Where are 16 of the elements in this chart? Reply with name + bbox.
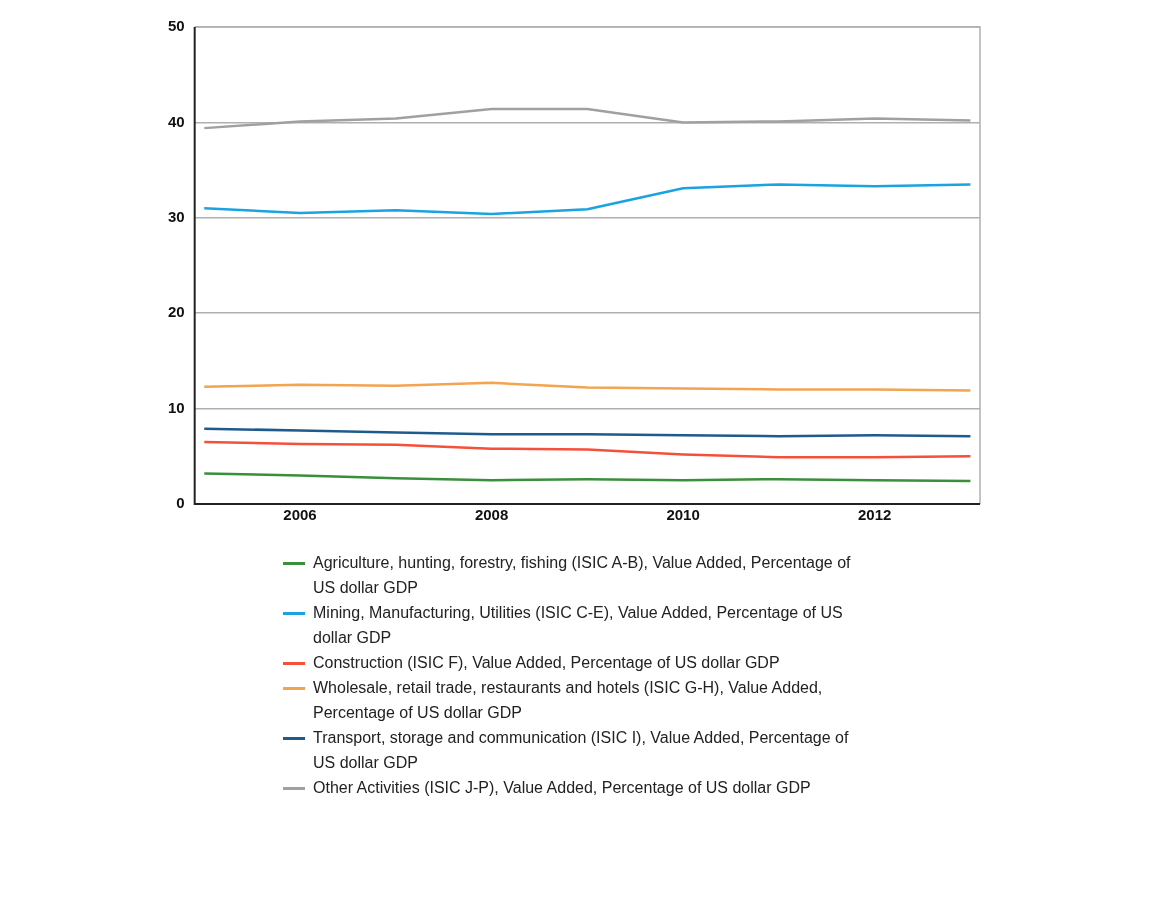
legend-label: Transport, storage and communication (ISIC I), Value Added, Percentage of US dollar GDP [313, 728, 850, 773]
y-tick-label: 0 [176, 494, 185, 512]
x-tick-label: 2010 [666, 506, 700, 524]
y-tick-label: 40 [168, 112, 185, 130]
y-tick-label: 20 [168, 303, 185, 321]
legend-label: Construction (ISIC F), Value Added, Percentage of US dollar GDP [313, 653, 780, 673]
legend-label: Other Activities (ISIC J-P), Value Added, Percentage of US dollar GDP [313, 778, 811, 798]
x-tick-label: 2008 [474, 506, 509, 524]
y-tick-label: 50 [168, 17, 185, 35]
y-tick-label: 30 [168, 207, 185, 225]
y-tick-label: 10 [168, 398, 185, 416]
x-tick-label: 2012 [857, 506, 892, 524]
legend-label: Agriculture, hunting, forestry, fishing (ISIC A-B), Value Added, Percentage of US dollar GDP [313, 553, 852, 598]
legend-label: Mining, Manufacturing, Utilities (ISIC C-E), Value Added, Percentage of US dollar GDP [313, 603, 844, 648]
x-tick-label: 2006 [283, 506, 317, 524]
legend-label: Wholesale, retail trade, restaurants and hotels (ISIC G-H), Value Added, Percentage of US dollar GDP [313, 678, 824, 723]
